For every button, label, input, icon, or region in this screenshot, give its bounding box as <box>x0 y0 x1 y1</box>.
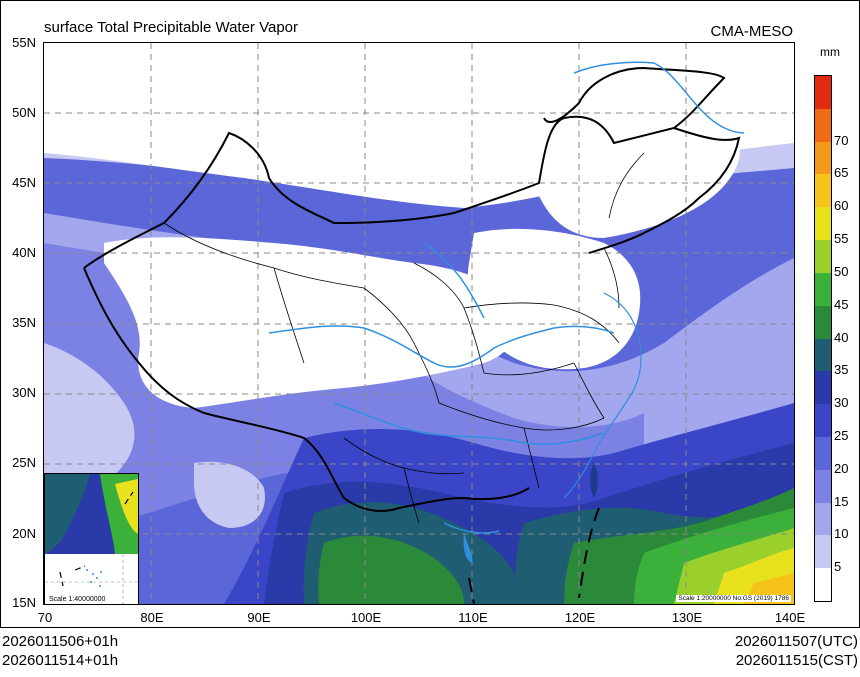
coastline-east <box>563 292 642 499</box>
precipitable-water-map[interactable]: Scale 1:40000000 Scale 1:20000000 No:GS … <box>43 42 795 605</box>
colorbar-segment <box>815 436 831 470</box>
init-time-1: 2026011506+01h <box>2 633 119 650</box>
model-name: CMA-MESO <box>710 23 794 40</box>
field-north-china-white <box>467 228 641 370</box>
colorbar-segment <box>815 141 831 175</box>
colorbar-label: 10 <box>834 526 849 542</box>
colorbar-label: 35 <box>834 362 849 378</box>
colorbar <box>814 75 832 602</box>
colorbar-segment <box>815 404 831 437</box>
colorbar-label: 70 <box>834 132 849 148</box>
init-time-2: 2026011514+01h <box>2 652 119 669</box>
field-northeast-white <box>534 63 740 238</box>
lon-label-140e: 140E <box>774 610 806 625</box>
lon-label-100e: 100E <box>350 610 382 625</box>
field-band-green-west <box>318 535 464 604</box>
colorbar-label: 60 <box>834 198 849 214</box>
province-borders <box>163 152 645 524</box>
lon-label-90e: 90E <box>247 610 271 625</box>
lat-label-20n: 20N <box>12 526 36 541</box>
colorbar-segment <box>815 207 831 241</box>
valid-time-cst: 2026011515(CST) <box>735 652 858 669</box>
lon-label-110e: 110E <box>458 610 488 625</box>
lat-label-30n: 30N <box>12 385 36 400</box>
hainan-island <box>463 533 473 563</box>
colorbar-segment <box>815 240 831 273</box>
colorbar-segment <box>815 535 831 569</box>
colorbar-label: 25 <box>834 427 849 443</box>
map-field-svg <box>44 43 794 604</box>
colorbar-label: 55 <box>834 231 849 247</box>
taiwan-island <box>590 463 598 498</box>
inset-scale-text: Scale 1:40000000 <box>48 596 107 603</box>
colorbar-segment <box>815 338 831 372</box>
lat-label-40n: 40N <box>12 245 36 260</box>
colorbar-label: 30 <box>834 395 849 411</box>
china-border-northeast <box>588 127 741 254</box>
rivers <box>268 61 745 534</box>
inset-svg <box>45 474 138 604</box>
lon-label-80e: 80E <box>140 610 164 625</box>
colorbar-segment <box>815 305 831 339</box>
china-border-north <box>83 66 726 269</box>
colorbar-segment <box>815 469 831 503</box>
colorbar-segment <box>815 174 831 208</box>
field-west-patch <box>44 343 135 498</box>
colorbar-segment <box>815 568 831 601</box>
field-plateau-white <box>104 237 518 408</box>
colorbar-segment <box>815 371 831 405</box>
colorbar-label: 40 <box>834 329 849 345</box>
colorbar-label: 65 <box>834 165 849 181</box>
field-bay-patch <box>194 461 265 528</box>
colorbar-label: 5 <box>834 559 842 575</box>
colorbar-label: 45 <box>834 296 849 312</box>
lon-label-70: 70 <box>37 610 53 625</box>
colorbar-segment <box>815 108 831 142</box>
colorbar-segment <box>815 272 831 306</box>
colorbar-unit: mm <box>820 45 840 59</box>
map-title: surface Total Precipitable Water Vapor <box>44 19 299 36</box>
lat-label-35n: 35N <box>12 315 36 330</box>
lat-label-25n: 25N <box>12 455 36 470</box>
lat-label-45n: 45N <box>12 175 36 190</box>
maritime-dash-lines <box>468 507 600 604</box>
colorbar-segment <box>815 502 831 536</box>
south-china-sea-inset[interactable]: Scale 1:40000000 <box>44 473 139 604</box>
map-scale-text: Scale 1:20000000 No:GS (2019) 1786 <box>676 595 791 602</box>
lon-label-130e: 130E <box>671 610 703 625</box>
lat-label-50n: 50N <box>12 105 36 120</box>
valid-time-utc: 2026011507(UTC) <box>734 633 858 650</box>
lon-label-120e: 120E <box>564 610 596 625</box>
lat-label-55n: 55N <box>12 35 36 50</box>
colorbar-label: 15 <box>834 493 849 509</box>
lat-label-15n: 15N <box>12 595 36 610</box>
china-border-southwest <box>83 267 530 512</box>
colorbar-label: 50 <box>834 263 849 279</box>
colorbar-label: 20 <box>834 460 849 476</box>
colorbar-segment <box>815 76 831 109</box>
